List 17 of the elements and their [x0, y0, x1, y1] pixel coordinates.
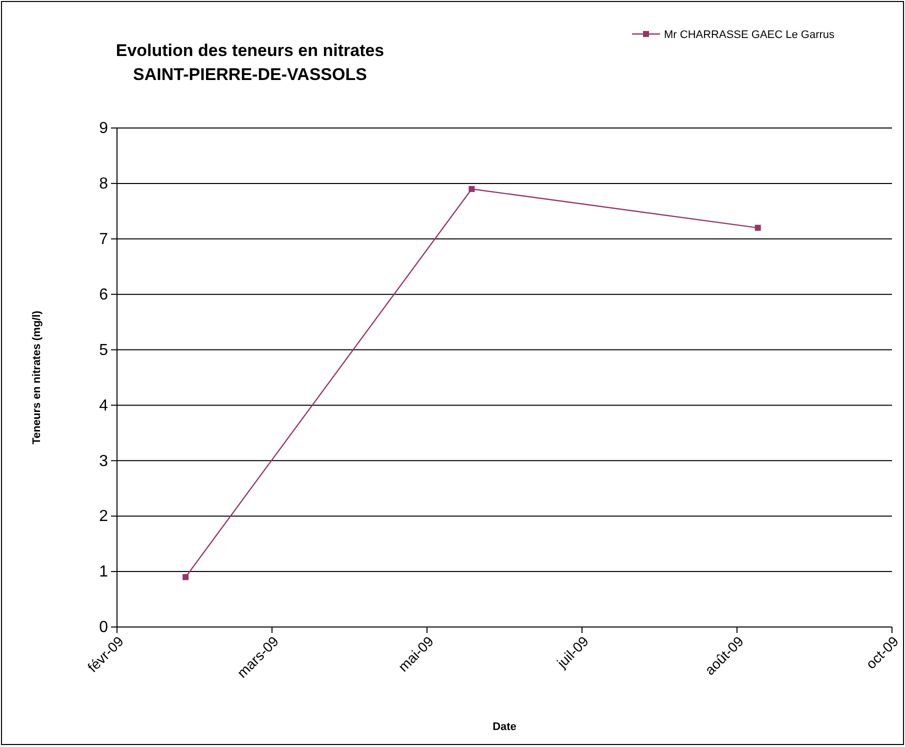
x-axis-title: Date: [492, 721, 516, 733]
chart-title: Evolution des teneurs en nitrates SAINT-PIERRE-DE-VASSOLS: [116, 41, 384, 84]
y-tick-label: 4: [99, 397, 108, 414]
point: [182, 574, 189, 580]
legend-label: Mr CHARRASSE GAEC Le Garrus: [664, 29, 836, 41]
y-tick-label: 3: [99, 452, 108, 470]
y-tick-label: 8: [99, 176, 108, 193]
y-tick-label: 0: [99, 619, 108, 636]
y-tick-label: 9: [99, 120, 108, 138]
y-tick-label: 2: [99, 508, 108, 526]
point: [754, 224, 761, 231]
y-axis-title: Teneurs en nitrates (mg/l): [31, 310, 43, 444]
y-tick-label: 5: [99, 342, 108, 359]
y-tick-label: 7: [99, 231, 108, 248]
point: [468, 186, 475, 192]
y-tick-label: 1: [99, 564, 108, 581]
y-tick-label: 6: [99, 286, 108, 304]
